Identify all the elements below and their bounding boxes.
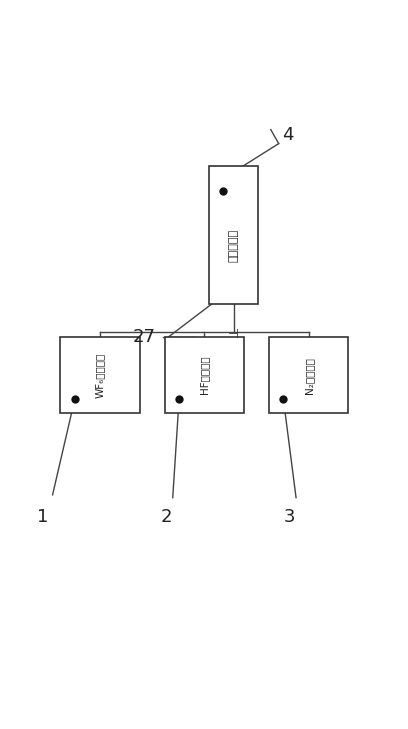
Text: 掺混供料器: 掺混供料器 (228, 229, 239, 262)
Text: N₂供料装置: N₂供料装置 (304, 356, 314, 394)
Text: 2: 2 (161, 508, 172, 526)
Text: 1: 1 (38, 508, 49, 526)
Text: 27: 27 (133, 328, 156, 346)
Bar (60, 338, 140, 413)
Text: ⊣: ⊣ (227, 328, 238, 341)
Text: HF供料装置: HF供料装置 (200, 356, 209, 394)
Bar (269, 338, 348, 413)
Bar (165, 338, 244, 413)
Text: 4: 4 (282, 126, 294, 144)
Text: WF₆供料装置: WF₆供料装置 (95, 353, 105, 398)
Text: 3: 3 (284, 508, 295, 526)
Bar (209, 166, 258, 303)
